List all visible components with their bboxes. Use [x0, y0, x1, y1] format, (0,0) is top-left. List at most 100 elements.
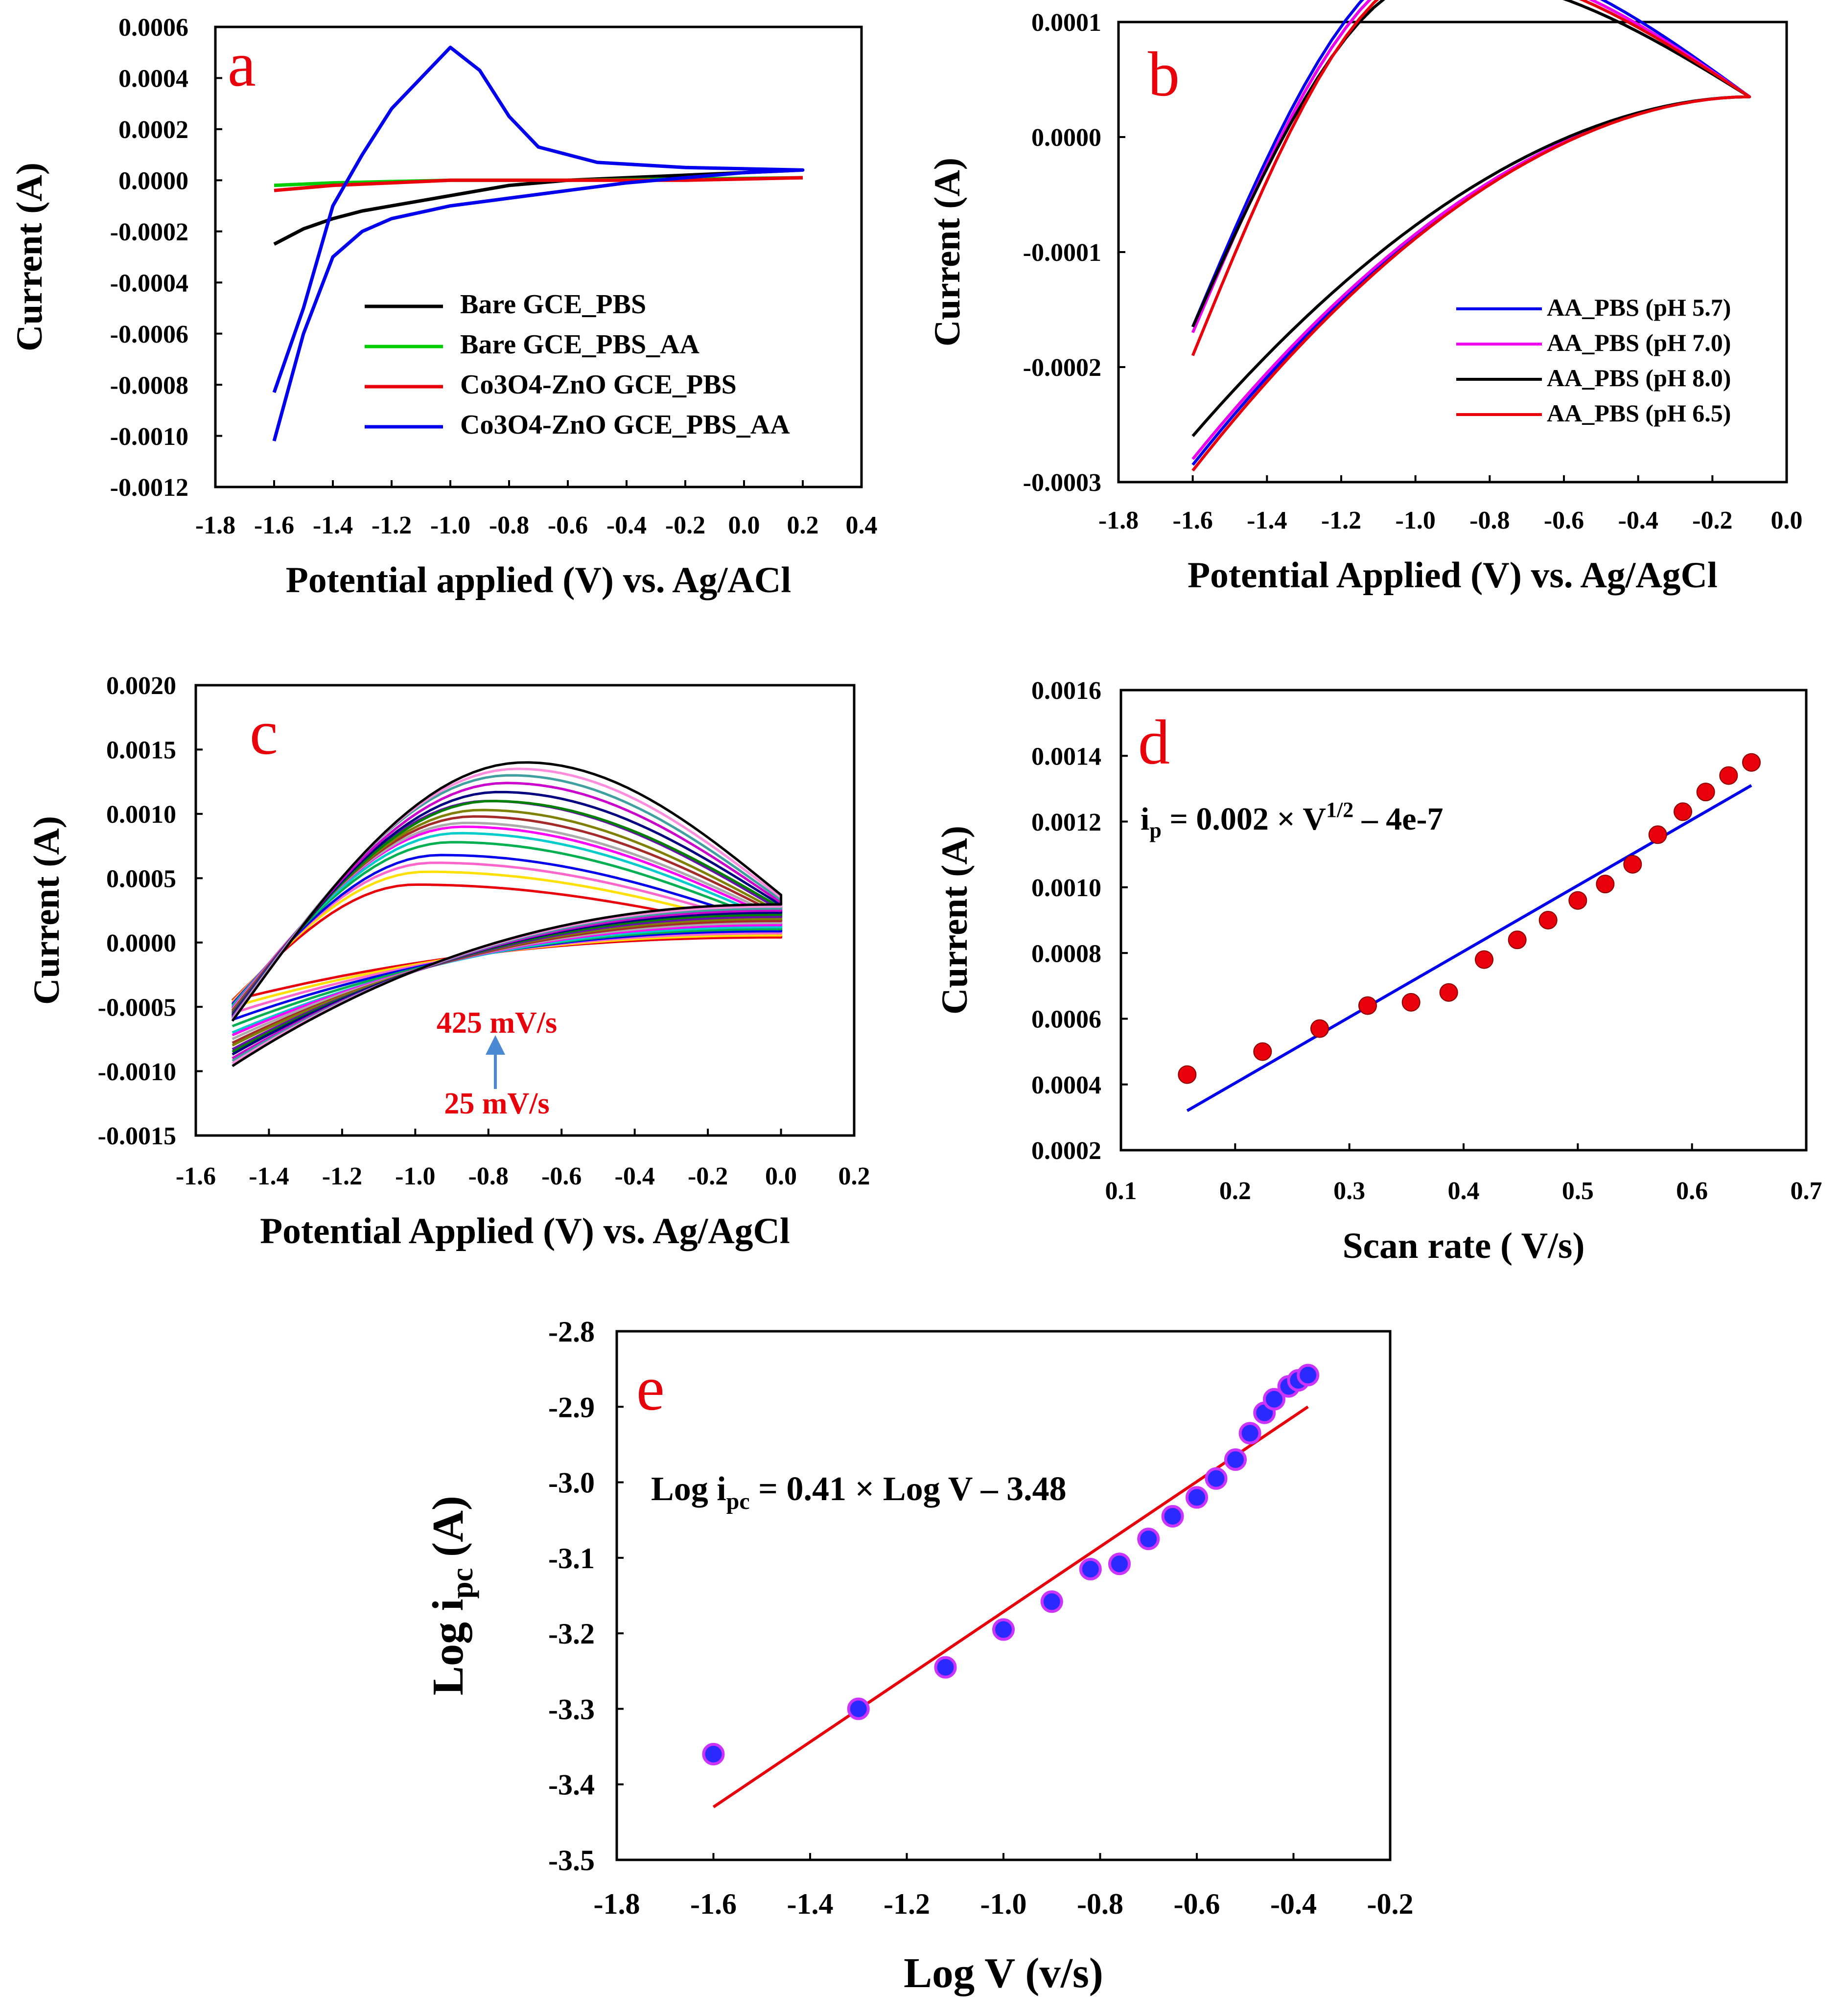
plot-frame	[214, 25, 863, 488]
y-axis-label: Log ipc (A)	[424, 1496, 479, 1695]
legend-label: AA_PBS (pH 7.0)	[1547, 329, 1731, 356]
panel-label: a	[228, 29, 256, 100]
data-point	[1297, 1364, 1320, 1387]
y-tick-label: -0.0015	[98, 1122, 176, 1150]
x-tick-label: -0.8	[1077, 1888, 1123, 1920]
x-tick-label: 0.5	[1562, 1177, 1594, 1205]
x-tick-label: 0.7	[1791, 1177, 1822, 1205]
plot-frame	[194, 684, 856, 1137]
data-point	[1696, 783, 1715, 802]
y-tick-label: 0.0016	[1031, 677, 1101, 705]
data-point	[1508, 930, 1527, 950]
y-tick-label: 0.0004	[118, 65, 188, 93]
y-tick-label: 0.0012	[1031, 809, 1101, 836]
y-tick-label: -3.3	[548, 1693, 595, 1725]
y-tick-label: -0.0004	[110, 269, 188, 297]
chart-a: -1.8 -1.6 -1.4 -1.2 -1.0 -0.8 -0.6 -0.4 -0.2 0.0 0…	[9, 14, 878, 601]
x-tick-label: -1.6	[690, 1888, 737, 1920]
data-point	[1358, 996, 1377, 1015]
x-tick-label: -1.4	[1247, 507, 1287, 534]
annotation-upper: 425 mV/s	[437, 1006, 557, 1040]
y-axis-label: Current (A)	[26, 816, 67, 1005]
x-axis-label: Potential Applied (V) vs. Ag/AgCl	[260, 1211, 790, 1251]
y-tick-label: 0.0010	[106, 801, 176, 829]
x-axis-label: Log V (v/s)	[904, 1949, 1103, 1996]
series-line	[231, 883, 783, 1002]
chart-d: 0.1 0.2 0.3 0.4 0.5 0.6 0.7 0.0016 0.0014 0.0012 0…	[934, 677, 1822, 1266]
y-axis-label-subscript: pc	[445, 1568, 479, 1599]
x-tick-label: -0.4	[606, 511, 647, 539]
y-axis-label-text: Log i	[424, 1599, 472, 1695]
data-point	[1742, 753, 1761, 772]
y-tick-label: -0.0005	[98, 994, 176, 1021]
y-tick-label: -0.0002	[110, 218, 188, 246]
y-tick-label: 0.0006	[118, 14, 188, 42]
data-point	[847, 1697, 870, 1720]
y-tick-label: 0.0005	[106, 865, 176, 893]
y-tick-label: 0.0002	[1031, 1137, 1101, 1165]
x-tick-label: -0.2	[1692, 507, 1732, 534]
x-tick-label: -0.6	[541, 1162, 582, 1190]
y-tick-label: -0.0012	[110, 474, 188, 502]
y-tick-label: -0.0010	[98, 1058, 176, 1086]
data-point	[1310, 1019, 1329, 1038]
x-tick-label: 0.2	[787, 511, 819, 539]
x-tick-label: -1.2	[884, 1888, 930, 1920]
eq-end: – 4e-7	[1353, 801, 1443, 837]
x-tick-label: -0.4	[1270, 1888, 1317, 1920]
y-tick-label: -0.0008	[110, 371, 188, 399]
data-point	[1719, 766, 1738, 785]
x-tick-label: 0.4	[1448, 1177, 1480, 1205]
y-axis-label: Current (A)	[934, 826, 975, 1015]
data-point	[1263, 1388, 1285, 1411]
x-tick-label: 0.0	[728, 511, 760, 539]
y-tick-label: 0.0020	[106, 672, 176, 700]
legend-label: AA_PBS (pH 8.0)	[1547, 364, 1731, 392]
data-point	[1079, 1558, 1102, 1580]
series-line	[1191, 0, 1751, 472]
data-point	[1401, 993, 1421, 1012]
y-tick-label: -0.0001	[1023, 239, 1101, 267]
eq-end: = 0.41 × Log V – 3.48	[750, 1470, 1067, 1508]
y-tick-label: 0.0015	[106, 737, 176, 765]
eq-base: i	[1141, 801, 1149, 837]
data-point	[1238, 1422, 1261, 1445]
x-tick-label: 0.6	[1676, 1177, 1708, 1205]
x-tick-label: -0.8	[468, 1162, 509, 1190]
x-tick-label: -1.0	[980, 1888, 1027, 1920]
plot-frame	[1119, 689, 1808, 1152]
data-point	[702, 1743, 725, 1765]
x-tick-label: -1.0	[395, 1162, 435, 1190]
x-axis-label: Potential Applied (V) vs. Ag/AgCl	[1188, 555, 1718, 596]
y-tick-label: 0.0000	[106, 929, 176, 957]
panel-label: c	[250, 697, 278, 768]
data-point	[1648, 825, 1667, 844]
x-axis-label: Potential applied (V) vs. Ag/ACl	[286, 560, 791, 601]
x-tick-label: 0.3	[1333, 1177, 1365, 1205]
y-tick-label: 0.0014	[1031, 742, 1101, 770]
x-tick-label: -1.8	[195, 511, 235, 539]
y-tick-label: -3.2	[548, 1618, 595, 1650]
y-tick-label: -0.0006	[110, 321, 188, 348]
panel-label: d	[1138, 707, 1170, 778]
x-tick-label: -1.2	[1321, 507, 1361, 534]
x-tick-label: -1.4	[787, 1888, 834, 1920]
panel-label: b	[1148, 39, 1180, 110]
x-tick-label: -0.2	[1367, 1888, 1414, 1920]
x-tick-label: 0.0	[765, 1162, 797, 1190]
fit-equation: ip = 0.002 × V1/2 – 4e-7	[1141, 798, 1444, 842]
data-point	[1224, 1448, 1247, 1471]
x-tick-label: -0.8	[1469, 507, 1510, 534]
data-point	[1040, 1590, 1063, 1613]
y-tick-label: -3.5	[548, 1844, 595, 1877]
y-tick-label: -3.1	[548, 1542, 595, 1575]
data-point	[1674, 802, 1692, 821]
data-point	[1538, 911, 1558, 929]
data-point	[1108, 1553, 1131, 1576]
panel-label: e	[636, 1353, 665, 1424]
x-tick-label: -0.6	[1544, 507, 1584, 534]
chart-c: -1.6 -1.4 -1.2 -1.0 -0.8 -0.6 -0.4 -0.2 0.0 0.2 0.…	[26, 672, 870, 1251]
data-point	[1186, 1486, 1208, 1509]
series-line	[231, 761, 783, 1067]
